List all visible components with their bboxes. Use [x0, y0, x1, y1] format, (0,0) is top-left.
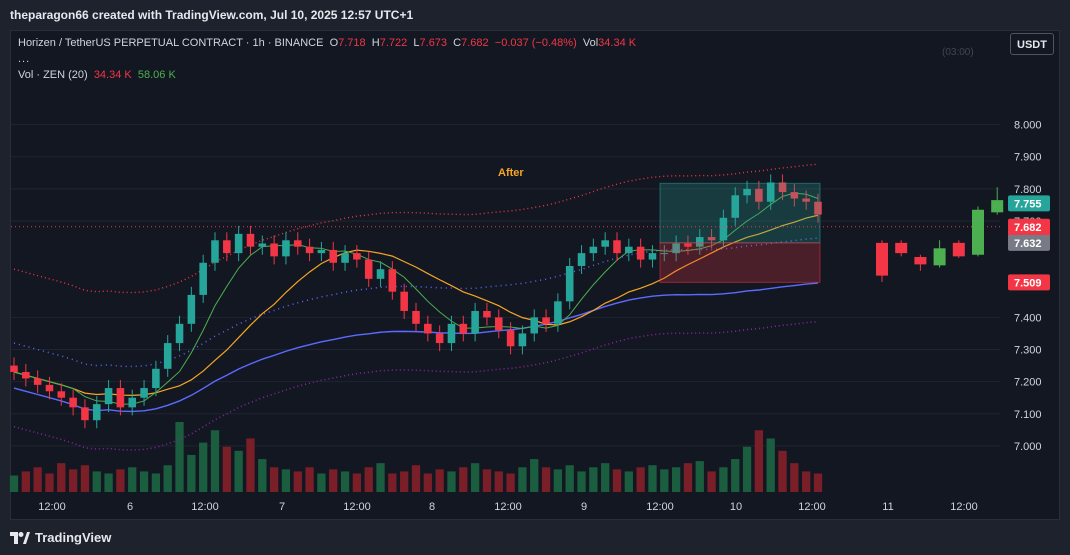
high-label: H: [371, 37, 380, 49]
close-value: 7.682: [461, 37, 489, 49]
vol-indicator-name: Vol · ZEN (20): [18, 69, 88, 81]
footer: TradingView: [0, 520, 1070, 555]
attribution-text: theparagon66 created with TradingView.co…: [10, 8, 414, 22]
low-label: L: [413, 37, 420, 49]
vol-red-value: 34.34 K: [93, 69, 132, 81]
open-value: 7.718: [338, 37, 366, 49]
tradingview-logo-icon: [10, 531, 30, 544]
low-value: 7.673: [419, 37, 448, 49]
countdown-top: (03:00): [942, 47, 974, 58]
currency-button[interactable]: USDT: [1010, 33, 1054, 55]
brand-name: TradingView: [35, 530, 112, 545]
more-dots[interactable]: ...: [18, 53, 31, 65]
high-value: 7.722: [379, 37, 408, 49]
change-value: −0.037 (−0.48%): [494, 37, 577, 49]
vol-label: Vol: [582, 37, 599, 49]
open-label: O: [329, 37, 339, 49]
vol-green-value: 58.06 K: [137, 69, 176, 81]
symbol-name: Horizen / TetherUS PERPETUAL CONTRACT · …: [18, 37, 324, 49]
close-label: C: [453, 37, 462, 49]
vol-value: 34.34 K: [598, 37, 637, 49]
top-bar: theparagon66 created with TradingView.co…: [0, 0, 1070, 30]
volume-legend: Vol · ZEN (20) 34.34 K 58.06 K: [18, 69, 176, 81]
chart-frame[interactable]: [10, 30, 1060, 520]
tradingview-logo[interactable]: TradingView: [10, 530, 111, 545]
symbol-legend: Horizen / TetherUS PERPETUAL CONTRACT · …: [18, 37, 636, 49]
